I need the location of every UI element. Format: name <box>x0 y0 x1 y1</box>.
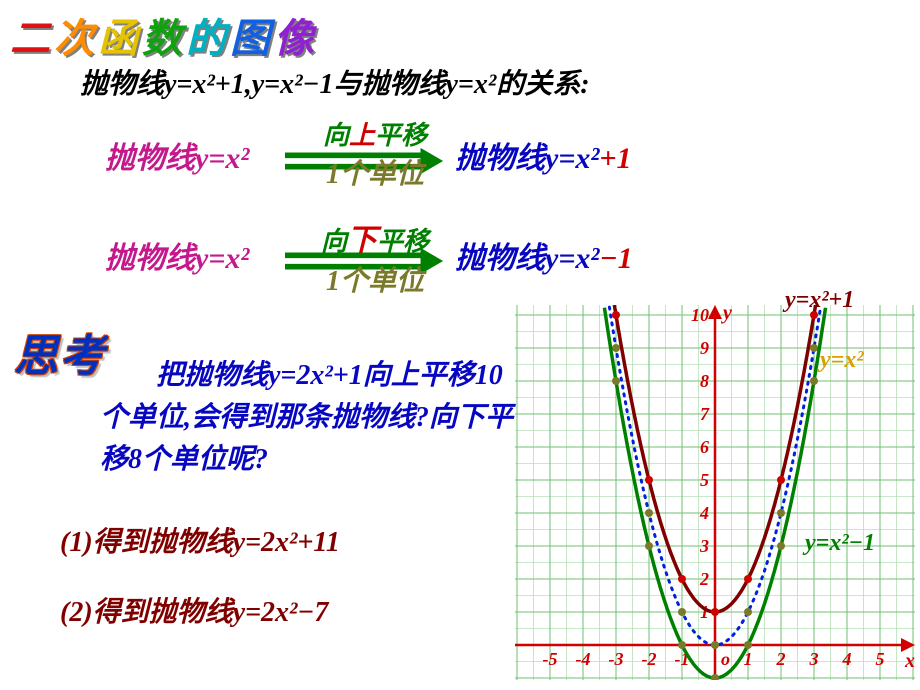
svg-text:7: 7 <box>700 404 710 424</box>
svg-text:4: 4 <box>842 649 852 669</box>
think-heading: 思考 <box>14 320 106 384</box>
row1-left: 抛物线y=x² <box>105 133 249 177</box>
answer-2: (2)得到抛物线y=2x²−7 <box>60 590 328 630</box>
svg-text:3: 3 <box>809 649 819 669</box>
svg-text:10: 10 <box>691 305 709 325</box>
row2-right: 抛物线y=x²−1 <box>455 233 633 277</box>
transform-row-1: 抛物线y=x² 向上平移 1个单位 抛物线y=x²+1 <box>105 115 705 195</box>
svg-text:3: 3 <box>699 536 709 556</box>
svg-text:8: 8 <box>700 371 709 391</box>
svg-text:o: o <box>721 649 730 669</box>
row2-unit: 1个单位 <box>295 259 455 299</box>
svg-text:-5: -5 <box>543 649 558 669</box>
row2-shift: 向下平移 <box>295 215 455 259</box>
row2-key: 下 <box>347 224 377 257</box>
think-question: 把抛物线y=2x²+1向上平移10个单位,会得到那条抛物线?向下平移8个单位呢? <box>100 355 520 481</box>
answer-1: (1)得到抛物线y=2x²+11 <box>60 520 340 560</box>
svg-text:y: y <box>721 305 732 324</box>
svg-text:-3: -3 <box>609 649 624 669</box>
svg-text:-4: -4 <box>576 649 591 669</box>
curve-label: y=x²−1 <box>805 530 875 557</box>
svg-text:x: x <box>904 650 915 672</box>
parabola-chart: -5-4-3-2-11234512345678910xyo y=x²+1y=x²… <box>515 305 915 685</box>
row2-left: 抛物线y=x² <box>105 233 249 277</box>
row1-shift: 向上平移 <box>295 115 455 152</box>
row1-unit: 1个单位 <box>295 152 455 192</box>
svg-text:9: 9 <box>700 338 709 358</box>
row1-right: 抛物线y=x²+1 <box>455 133 632 177</box>
svg-text:2: 2 <box>776 649 786 669</box>
svg-text:2: 2 <box>699 569 709 589</box>
svg-text:6: 6 <box>700 437 709 457</box>
svg-text:-2: -2 <box>642 649 657 669</box>
curve-label: y=x² <box>820 347 864 374</box>
row1-key: 上 <box>349 121 375 150</box>
svg-text:5: 5 <box>700 470 709 490</box>
subtitle: 抛物线y=x²+1,y=x²−1与抛物线y=x²的关系: <box>80 62 590 102</box>
svg-text:4: 4 <box>699 503 709 523</box>
page-title: 二次函数的图像 <box>10 6 318 64</box>
curve-label: y=x²+1 <box>785 287 854 314</box>
svg-text:5: 5 <box>876 649 885 669</box>
transform-row-2: 抛物线y=x² 向下平移 1个单位 抛物线y=x²−1 <box>105 215 705 295</box>
